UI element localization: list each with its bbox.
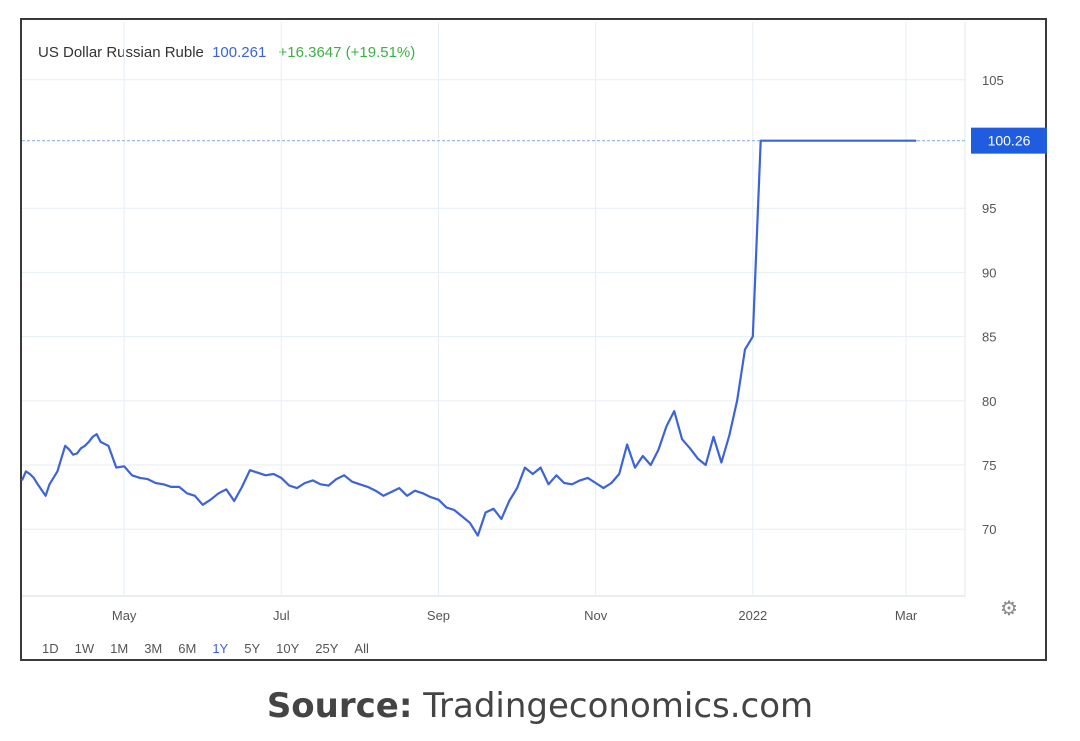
x-tick-label: Nov — [584, 608, 608, 623]
x-tick-label: Sep — [427, 608, 450, 623]
range-button-10y[interactable]: 10Y — [276, 641, 300, 656]
instrument-title: US Dollar Russian Ruble — [38, 44, 204, 61]
current-value-label: 100.26 — [988, 133, 1031, 149]
y-tick-label: 105 — [982, 73, 1004, 88]
range-button-1d[interactable]: 1D — [42, 641, 59, 656]
x-tick-label: 2022 — [738, 608, 767, 623]
gear-icon[interactable]: ⚙ — [1000, 598, 1018, 620]
y-tick-label: 80 — [982, 394, 996, 409]
source-text: Tradingeconomics.com — [423, 686, 814, 726]
range-selector: 1D 1W 1M 3M 6M 1Y 5Y 10Y 25Y All — [42, 641, 385, 656]
range-button-1y[interactable]: 1Y — [212, 641, 229, 656]
current-price: 100.261 — [212, 44, 267, 61]
range-button-6m[interactable]: 6M — [178, 641, 197, 656]
current-value-badge — [971, 127, 1047, 154]
range-button-25y[interactable]: 25Y — [315, 641, 339, 656]
series-line — [20, 139, 917, 537]
y-tick-label: 70 — [982, 522, 996, 537]
y-tick-label: 75 — [982, 458, 996, 473]
y-tick-label: 90 — [982, 265, 996, 280]
range-button-5y[interactable]: 5Y — [244, 641, 261, 656]
chart-header: US Dollar Russian Ruble 100.261 +16.3647… — [38, 44, 415, 61]
x-tick-label: Jul — [273, 608, 290, 623]
y-tick-label: 85 — [982, 330, 996, 345]
range-button-1w[interactable]: 1W — [74, 641, 95, 656]
chart-frame — [20, 18, 1047, 661]
x-tick-label: Mar — [895, 608, 918, 623]
range-button-3m[interactable]: 3M — [144, 641, 163, 656]
price-change: +16.3647 (+19.51%) — [278, 44, 416, 61]
y-tick-label: 95 — [982, 201, 996, 216]
range-button-1m[interactable]: 1M — [110, 641, 129, 656]
source-caption: Source: Tradingeconomics.com — [0, 686, 1080, 726]
x-tick-label: May — [112, 608, 137, 623]
range-button-all[interactable]: All — [354, 641, 369, 656]
source-label: Source: — [266, 686, 413, 726]
